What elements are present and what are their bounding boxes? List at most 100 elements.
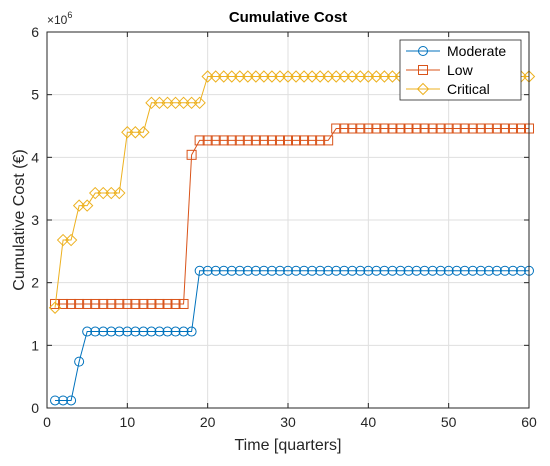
data-point-moderate [186, 326, 197, 337]
data-point-low [299, 135, 310, 146]
data-point-moderate [459, 265, 470, 276]
data-point-moderate [323, 265, 334, 276]
data-point-low [315, 135, 326, 146]
data-point-critical [193, 96, 206, 110]
data-point-low [154, 298, 165, 309]
data-point-moderate [283, 265, 293, 276]
data-point-low [379, 123, 390, 134]
data-point-low [323, 135, 334, 146]
data-point-moderate [170, 326, 181, 337]
data-point-low [178, 298, 189, 309]
data-point-low [130, 298, 141, 309]
data-point-moderate [242, 265, 253, 276]
data-point-low [331, 123, 342, 134]
data-point-low [291, 135, 302, 146]
x-axis-label: Time [quarters] [235, 437, 342, 454]
data-point-low [170, 298, 181, 309]
data-point-low [138, 298, 149, 309]
data-point-moderate [299, 265, 310, 276]
data-point-moderate [194, 265, 205, 276]
y-exponent-base: ×10 [47, 13, 68, 27]
data-point-moderate [499, 265, 510, 276]
data-point-moderate [274, 265, 285, 276]
data-point-low [194, 135, 205, 146]
data-point-moderate [218, 265, 229, 276]
legend-label-critical: Critical [447, 81, 490, 97]
data-point-moderate [106, 326, 117, 337]
legend-marker-moderate [418, 46, 428, 56]
data-point-low [186, 149, 197, 160]
y-tick-label: 1 [31, 337, 39, 353]
data-point-critical [64, 233, 78, 247]
data-point-moderate [475, 265, 486, 276]
data-point-low [218, 135, 229, 146]
data-point-low [515, 123, 526, 134]
data-point-low [387, 123, 398, 134]
x-tick-label: 20 [200, 414, 216, 430]
data-point-moderate [66, 395, 77, 406]
data-point-moderate [266, 265, 277, 276]
data-point-low [419, 123, 430, 134]
data-point-low [50, 298, 61, 309]
data-point-low [483, 123, 494, 134]
data-point-moderate [291, 265, 302, 276]
data-point-low [475, 123, 486, 134]
data-point-moderate [363, 265, 374, 276]
data-point-low [114, 298, 125, 309]
data-point-moderate [210, 265, 221, 276]
data-point-moderate [467, 265, 478, 276]
data-point-moderate [146, 326, 157, 337]
data-point-moderate [331, 265, 342, 276]
y-tick-label: 6 [31, 24, 39, 40]
y-tick-label: 0 [31, 400, 39, 416]
data-point-moderate [315, 265, 326, 276]
data-point-low [210, 135, 221, 146]
data-point-low [90, 298, 101, 309]
data-point-low [58, 298, 69, 309]
data-point-moderate [90, 326, 101, 337]
ticks: 0 10 20 30 40 50 60 0 1 2 3 4 5 6 [31, 24, 537, 430]
data-point-moderate [258, 265, 269, 276]
data-point-critical [80, 199, 94, 212]
x-tick-label: 30 [280, 414, 296, 430]
legend: Moderate Low Critical [399, 39, 522, 101]
x-tick-label: 0 [43, 414, 51, 430]
data-point-moderate [178, 326, 189, 337]
data-point-low [491, 123, 502, 134]
y-tick-label: 2 [31, 275, 39, 291]
data-point-low [202, 135, 213, 146]
data-point-moderate [154, 326, 165, 337]
series-moderate [50, 265, 534, 406]
data-point-moderate [74, 356, 85, 367]
data-point-critical [48, 301, 62, 314]
data-point-low [427, 123, 438, 134]
data-point-low [234, 135, 245, 146]
data-point-low [435, 123, 446, 134]
data-point-low [162, 298, 173, 309]
data-point-moderate [483, 265, 494, 276]
data-point-moderate [339, 265, 350, 276]
data-point-moderate [411, 265, 422, 276]
data-point-low [307, 135, 318, 146]
data-point-moderate [82, 326, 93, 337]
y-tick-label: 4 [31, 149, 39, 165]
data-point-moderate [50, 395, 61, 406]
data-point-moderate [395, 265, 406, 276]
data-point-critical [113, 186, 126, 200]
data-point-low [347, 123, 358, 134]
legend-marker-low [418, 65, 428, 75]
series-layer [48, 70, 536, 406]
data-point-low [403, 123, 414, 134]
y-tick-label: 5 [31, 87, 39, 103]
data-point-moderate [162, 326, 173, 337]
data-point-moderate [307, 265, 318, 276]
data-point-low [74, 298, 85, 309]
x-tick-label: 10 [120, 414, 136, 430]
data-point-moderate [435, 265, 446, 276]
y-exponent-label: ×106 [47, 10, 72, 27]
data-point-moderate [387, 265, 398, 276]
data-point-moderate [98, 326, 109, 337]
data-point-moderate [250, 265, 261, 276]
data-point-moderate [138, 326, 149, 337]
